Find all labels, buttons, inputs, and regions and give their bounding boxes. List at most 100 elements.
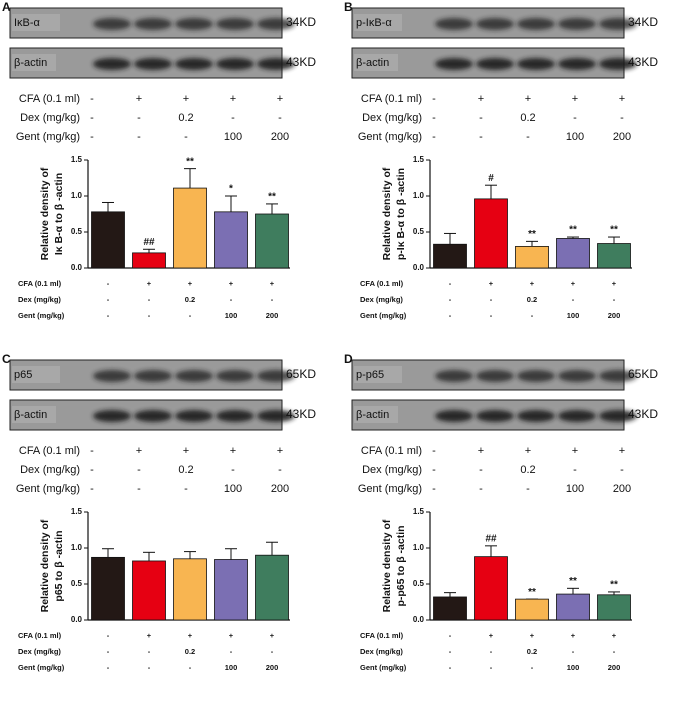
bar (91, 211, 125, 269)
blot-label: p65 (14, 369, 32, 381)
treatment-value: - (479, 131, 483, 143)
treatment-value: 200 (271, 131, 289, 143)
treatment-value: - (271, 647, 274, 656)
treatment-value: 100 (566, 131, 584, 143)
blot-band (558, 410, 596, 422)
y-axis-label: Relative density of (381, 167, 393, 260)
significance-label: ** (569, 225, 577, 236)
blot-label-bg (354, 54, 398, 71)
treatment-value: + (270, 279, 275, 288)
treatment-value: + (230, 93, 236, 105)
treatment-value: - (107, 647, 110, 656)
treatment-value: + (183, 93, 189, 105)
blot-band (558, 58, 596, 70)
treatment-value: + (277, 93, 283, 105)
treatment-value: + (530, 631, 535, 640)
blot-band (257, 370, 295, 382)
treatment-value: - (189, 663, 192, 672)
treatment-value: + (230, 445, 236, 457)
bar (132, 560, 166, 621)
blot-band (435, 410, 473, 422)
treatment-name: Dex (mg/kg) (360, 295, 403, 304)
significance-label: ## (143, 237, 155, 248)
treatment-value: - (432, 131, 436, 143)
blot-size: 34KD (628, 15, 658, 29)
treatment-value: - (479, 483, 483, 495)
bar (556, 238, 590, 269)
blot-band (476, 370, 514, 382)
treatment-value: 0.2 (178, 464, 193, 476)
treatment-value: - (231, 112, 235, 124)
treatment-name: Dex (mg/kg) (20, 464, 80, 476)
treatment-value: - (230, 647, 233, 656)
treatment-value: + (489, 279, 494, 288)
treatment-value: 200 (608, 311, 621, 320)
treatment-name: Dex (mg/kg) (20, 112, 80, 124)
treatment-value: 200 (271, 483, 289, 495)
treatment-value: + (277, 445, 283, 457)
bar (132, 252, 166, 269)
bar (474, 198, 508, 269)
treatment-value: 200 (266, 311, 279, 320)
blot-band (257, 58, 295, 70)
blot-band (134, 410, 172, 422)
blot-size: 43KD (286, 407, 316, 421)
treatment-value: - (107, 311, 110, 320)
treatment-value: 200 (266, 663, 279, 672)
treatment-name: CFA (0.1 ml) (18, 279, 62, 288)
blot-band (216, 58, 254, 70)
treatment-value: + (525, 445, 531, 457)
blot-size: 43KD (628, 55, 658, 69)
blot-band (93, 410, 131, 422)
treatment-value: - (148, 647, 151, 656)
significance-label: ** (268, 192, 276, 203)
treatment-value: 100 (225, 663, 238, 672)
significance-label: ** (528, 587, 536, 598)
treatment-value: - (620, 112, 624, 124)
treatment-value: - (90, 112, 94, 124)
treatment-value: + (571, 279, 576, 288)
treatment-value: 0.2 (520, 112, 535, 124)
bar (433, 243, 467, 269)
blot-size: 34KD (286, 15, 316, 29)
treatment-value: 100 (224, 131, 242, 143)
blot-label: β-actin (356, 57, 389, 69)
treatment-value: - (572, 647, 575, 656)
treatment-value: 0.2 (185, 647, 195, 656)
blot-band (476, 410, 514, 422)
treatment-value: - (526, 483, 530, 495)
bar (515, 245, 549, 269)
y-tick-label: 1.5 (413, 507, 425, 516)
treatment-value: 100 (567, 311, 580, 320)
bar (91, 556, 125, 621)
treatment-value: + (188, 279, 193, 288)
treatment-value: - (107, 663, 110, 672)
y-axis-label: Relative density of (39, 167, 51, 260)
treatment-value: - (432, 445, 436, 457)
blot-band (599, 370, 637, 382)
bar (597, 594, 631, 621)
treatment-value: - (531, 311, 534, 320)
bar (214, 559, 248, 621)
treatment-value: - (107, 295, 110, 304)
panel-label: C (2, 352, 11, 366)
y-tick-label: 0.5 (71, 579, 83, 588)
y-tick-label: 0.0 (413, 615, 425, 624)
panel-label: A (2, 0, 11, 14)
treatment-value: + (136, 445, 142, 457)
blot-band (435, 370, 473, 382)
blot-band (517, 58, 555, 70)
treatment-value: - (531, 663, 534, 672)
treatment-value: - (137, 131, 141, 143)
y-axis-label: Relative density of (39, 519, 51, 612)
treatment-value: - (432, 93, 436, 105)
treatment-value: - (137, 464, 141, 476)
treatment-name: Dex (mg/kg) (362, 112, 422, 124)
treatment-name: CFA (0.1 ml) (360, 631, 404, 640)
blot-band (558, 18, 596, 30)
